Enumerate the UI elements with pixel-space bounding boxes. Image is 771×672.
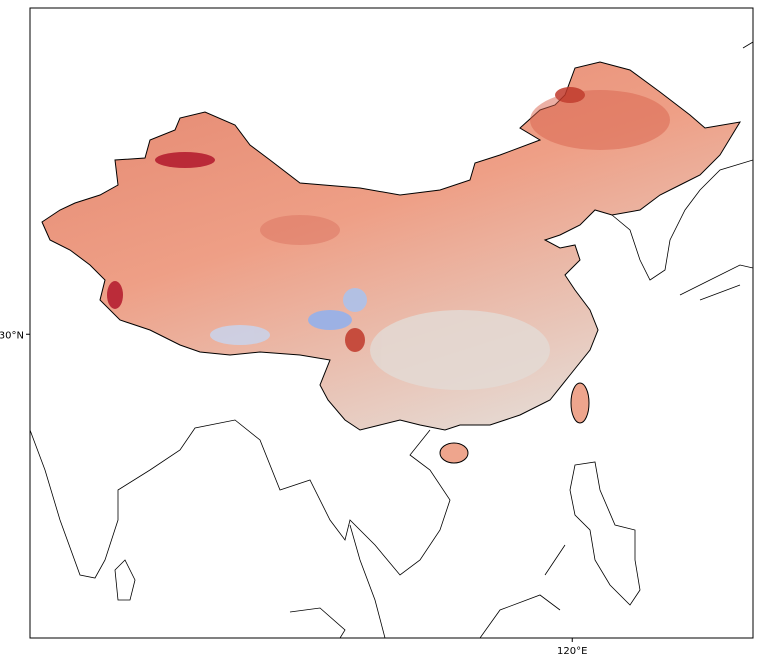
- anomaly-patches: [107, 87, 670, 390]
- map-frame: [29, 7, 754, 639]
- hainan: [439, 442, 469, 464]
- x-tick-label: 120°E: [557, 646, 587, 657]
- map-layer: [30, 41, 753, 638]
- coastlines: [30, 41, 753, 638]
- taiwan: [570, 382, 590, 424]
- y-tick-label: 30°N: [0, 330, 24, 341]
